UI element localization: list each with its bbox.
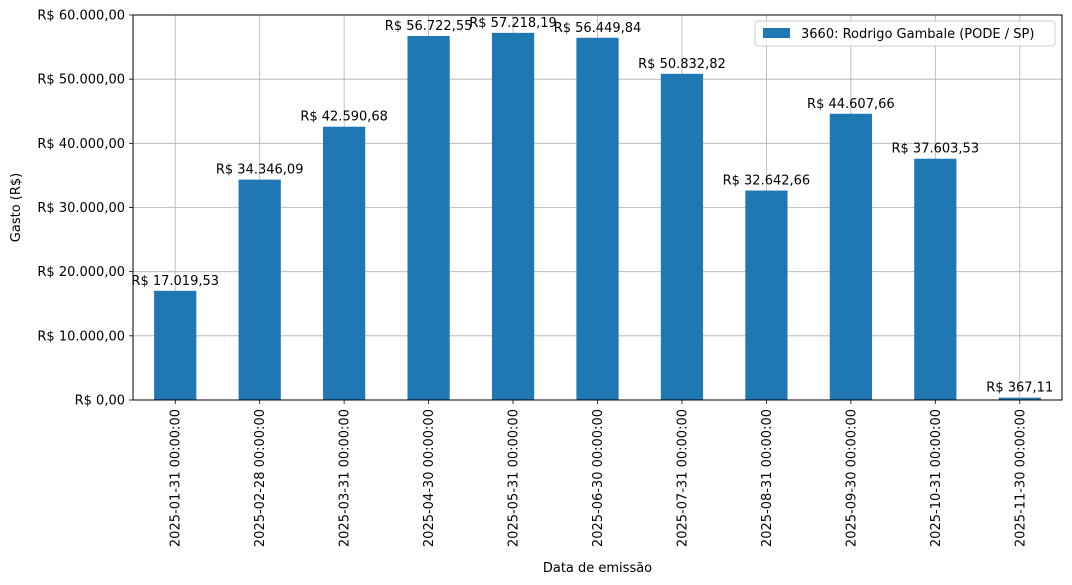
y-tick-label: R$ 20.000,00 xyxy=(37,265,125,280)
bar xyxy=(154,290,197,400)
x-tick-label: 2025-11-30 00:00:00 xyxy=(1013,409,1028,547)
y-axis-ticks: R$ 0,00 R$ 10.000,00 R$ 20.000,00 R$ 30.000… xyxy=(37,9,133,409)
y-tick-label: R$ 40.000,00 xyxy=(37,137,125,152)
bar xyxy=(660,73,704,400)
y-tick-label: R$ 50.000,00 xyxy=(37,73,125,88)
bar-data-label: R$ 57.218,19 xyxy=(469,16,557,31)
x-tick-label: 2025-01-31 00:00:00 xyxy=(169,409,184,547)
x-axis-title: Data de emissão xyxy=(543,561,652,576)
legend-swatch xyxy=(763,28,790,38)
bar-data-label: R$ 367,11 xyxy=(986,381,1053,396)
legend-entry: 3660: Rodrigo Gambale (PODE / SP) xyxy=(801,27,1034,42)
bar xyxy=(491,32,535,401)
y-tick-label: R$ 30.000,00 xyxy=(37,201,125,216)
bar-data-labels: R$ 17.019,53 R$ 34.346,09 R$ 42.590,68 R$ 5… xyxy=(131,16,1053,396)
bar-data-label: R$ 34.346,09 xyxy=(216,163,304,178)
x-tick-label: 2025-09-30 00:00:00 xyxy=(844,409,859,547)
bar xyxy=(238,179,281,400)
bar xyxy=(407,36,450,400)
x-tick-label: 2025-10-31 00:00:00 xyxy=(929,409,944,547)
bar-data-label: R$ 44.607,66 xyxy=(807,97,895,112)
bar-data-label: R$ 42.590,68 xyxy=(300,110,388,125)
bar-data-label: R$ 50.832,82 xyxy=(638,57,726,72)
x-tick-label: 2025-06-30 00:00:00 xyxy=(591,409,606,547)
bar-data-label: R$ 37.603,53 xyxy=(892,142,980,157)
bar-data-label: R$ 56.449,84 xyxy=(554,21,642,36)
bar-data-label: R$ 17.019,53 xyxy=(131,274,219,289)
bar xyxy=(576,37,619,401)
legend: 3660: Rodrigo Gambale (PODE / SP) xyxy=(754,20,1056,47)
bar xyxy=(829,113,872,400)
x-axis-ticks: 2025-01-31 00:00:00 2025-02-28 00:00:00 20… xyxy=(169,400,1028,547)
x-tick-label: 2025-02-28 00:00:00 xyxy=(253,409,268,547)
y-axis-title: Gasto (R$) xyxy=(9,173,24,242)
bars xyxy=(154,32,1041,401)
bar xyxy=(323,126,366,400)
y-tick-label: R$ 0,00 xyxy=(75,394,125,409)
x-tick-label: 2025-08-31 00:00:00 xyxy=(760,409,775,547)
bar xyxy=(914,158,957,400)
y-tick-label: R$ 10.000,00 xyxy=(37,329,125,344)
bar-data-label: R$ 56.722,55 xyxy=(385,19,473,34)
bar-data-label: R$ 32.642,66 xyxy=(723,174,811,189)
x-tick-label: 2025-05-31 00:00:00 xyxy=(507,409,522,547)
bar xyxy=(745,190,788,400)
x-tick-label: 2025-04-30 00:00:00 xyxy=(422,409,437,547)
bar xyxy=(998,397,1041,400)
x-tick-label: 2025-03-31 00:00:00 xyxy=(338,409,353,547)
legend-box xyxy=(754,20,1056,47)
x-tick-label: 2025-07-31 00:00:00 xyxy=(675,409,690,547)
y-tick-label: R$ 60.000,00 xyxy=(37,9,125,24)
